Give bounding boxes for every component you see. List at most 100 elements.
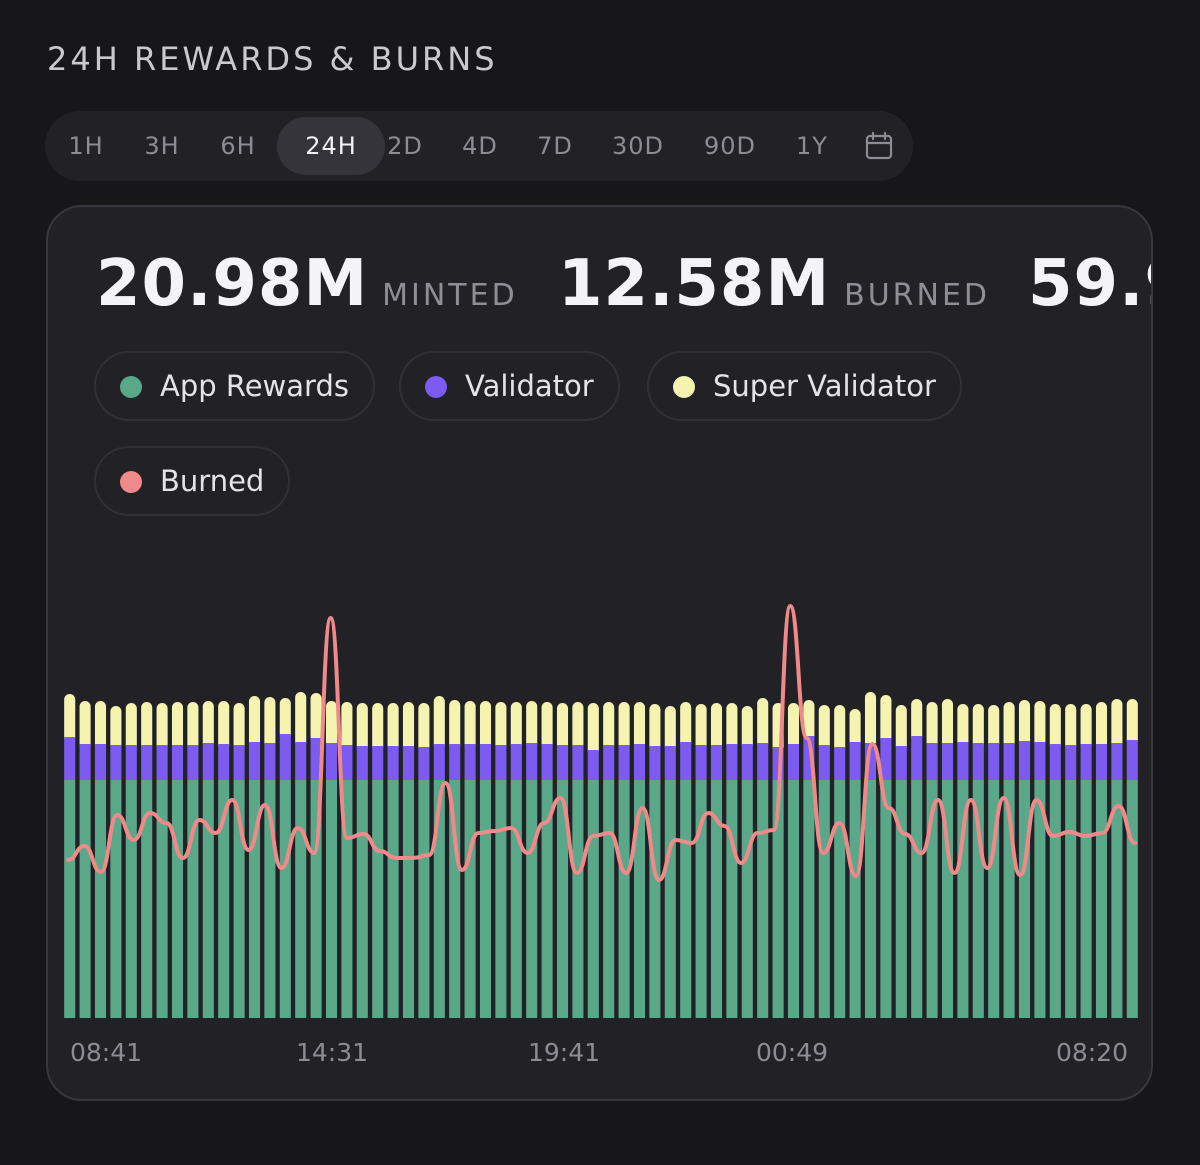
burned-stat: 12.58M BURNED <box>558 247 990 321</box>
stacked-bar <box>880 695 892 1018</box>
stacked-bar <box>433 696 445 1018</box>
bar-super-validator <box>787 703 800 750</box>
stacked-bar <box>325 701 338 1018</box>
stacked-bar <box>664 706 676 1018</box>
bar-app-rewards <box>387 780 399 1018</box>
legend-super-validator[interactable]: Super Validator <box>647 351 962 421</box>
stacked-bar <box>449 700 461 1018</box>
stacked-bar <box>926 702 938 1018</box>
bar-super-validator <box>325 701 338 749</box>
bar-validator <box>1095 744 1108 780</box>
bar-validator <box>341 745 353 780</box>
range-btn-6h[interactable]: 6H <box>220 132 256 160</box>
range-btn-3h[interactable]: 3H <box>144 132 180 160</box>
bar-super-validator <box>64 694 76 743</box>
stacked-bar <box>387 703 399 1018</box>
bar-validator <box>110 745 122 780</box>
bar-validator <box>1003 743 1015 780</box>
bar-super-validator <box>202 701 214 749</box>
bar-validator <box>387 746 399 780</box>
bar-app-rewards <box>741 780 753 1018</box>
bar-super-validator <box>603 702 615 751</box>
bar-app-rewards <box>279 780 291 1018</box>
bar-super-validator <box>264 697 276 749</box>
legend-app-rewards-label: App Rewards <box>160 369 349 403</box>
bar-super-validator <box>79 701 91 750</box>
bar-app-rewards <box>1111 780 1123 1018</box>
third-stat-value: 59.9 <box>1028 247 1151 321</box>
bar-app-rewards <box>110 780 122 1018</box>
stacked-bar <box>695 704 707 1018</box>
bar-app-rewards <box>818 780 830 1018</box>
bar-super-validator <box>1003 702 1015 749</box>
bar-app-rewards <box>325 780 338 1018</box>
range-btn-4d[interactable]: 4D <box>462 132 498 160</box>
bar-app-rewards <box>710 780 723 1018</box>
bar-super-validator <box>341 702 353 751</box>
validator-dot <box>425 376 447 398</box>
bar-super-validator <box>834 705 846 753</box>
range-btn-24h[interactable]: 24H <box>277 117 385 175</box>
burned-label: BURNED <box>844 278 991 313</box>
bar-app-rewards <box>726 780 738 1018</box>
bar-super-validator <box>1126 699 1138 746</box>
stacked-bar <box>849 709 861 1018</box>
bar-super-validator <box>633 702 646 750</box>
bar-app-rewards <box>664 780 676 1018</box>
app-rewards-dot <box>120 376 142 398</box>
stacked-bar <box>818 705 830 1018</box>
legend-validator[interactable]: Validator <box>399 351 620 421</box>
bar-super-validator <box>402 702 415 752</box>
bar-super-validator <box>726 703 738 750</box>
bar-validator <box>79 744 91 780</box>
bar-validator <box>957 742 969 780</box>
bar-super-validator <box>495 702 507 751</box>
x-tick-label: 08:41 <box>70 1038 142 1067</box>
bar-app-rewards <box>895 780 907 1018</box>
calendar-icon[interactable] <box>864 131 894 161</box>
bar-super-validator <box>849 709 861 748</box>
stacked-bar <box>341 702 353 1018</box>
bar-app-rewards <box>618 780 630 1018</box>
range-btn-30d[interactable]: 30D <box>611 132 665 160</box>
bar-app-rewards <box>449 780 461 1018</box>
bar-validator <box>202 743 214 780</box>
bar-validator <box>1126 740 1138 780</box>
legend-burned[interactable]: Burned <box>94 446 291 516</box>
bar-app-rewards <box>649 780 661 1018</box>
stacked-bar <box>356 703 368 1018</box>
stacked-bar <box>110 706 122 1018</box>
stacked-bar <box>233 703 245 1018</box>
bar-validator <box>295 742 307 780</box>
stacked-bar <box>633 702 646 1018</box>
bar-app-rewards <box>187 780 199 1018</box>
range-btn-90d[interactable]: 90D <box>703 132 757 160</box>
range-btn-2d[interactable]: 2D <box>387 132 423 160</box>
stacked-bar <box>418 703 430 1018</box>
bar-validator <box>603 745 615 780</box>
bar-app-rewards <box>64 780 76 1018</box>
bar-validator <box>864 743 877 780</box>
bar-validator <box>880 738 892 780</box>
super-validator-dot <box>673 376 695 398</box>
bar-validator <box>741 744 753 780</box>
bar-super-validator <box>1065 704 1077 751</box>
bar-validator <box>402 746 415 780</box>
bar-validator <box>94 744 107 780</box>
bar-validator <box>680 742 692 780</box>
range-btn-7d[interactable]: 7D <box>537 132 573 160</box>
bar-validator <box>926 743 938 780</box>
bar-super-validator <box>310 693 322 744</box>
bar-super-validator <box>618 702 630 751</box>
range-btn-1y[interactable]: 1Y <box>796 132 828 160</box>
stacked-bar <box>1080 704 1092 1018</box>
legend-app-rewards[interactable]: App Rewards <box>94 351 375 421</box>
bar-app-rewards <box>202 780 214 1018</box>
bar-app-rewards <box>803 780 815 1018</box>
stacked-bar <box>864 692 877 1018</box>
bar-app-rewards <box>633 780 646 1018</box>
bar-validator <box>556 745 569 780</box>
stacked-bar <box>187 702 199 1018</box>
range-btn-1h[interactable]: 1H <box>68 132 104 160</box>
bar-app-rewards <box>757 780 769 1018</box>
